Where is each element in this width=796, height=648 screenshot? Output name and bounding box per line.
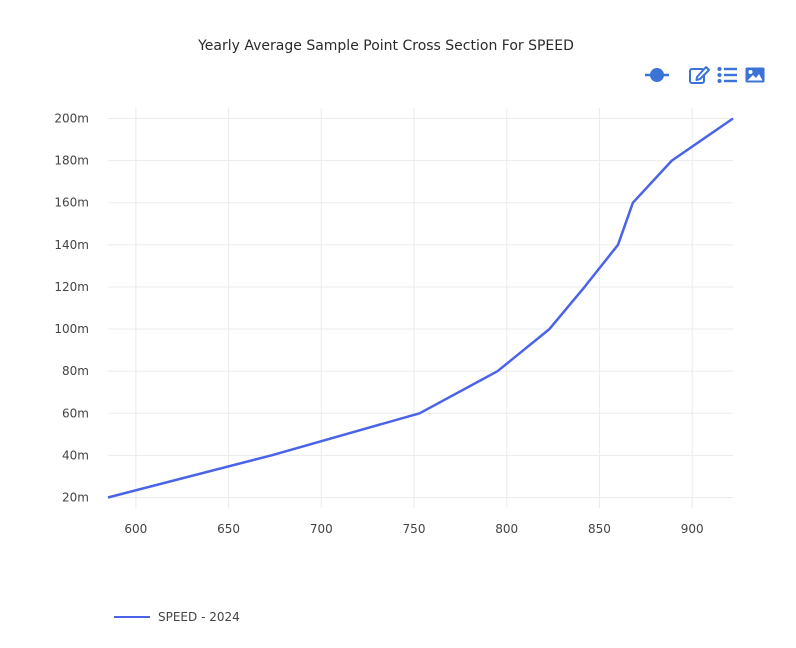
- series-line: [107, 117, 734, 499]
- chart-toolbar: [644, 64, 766, 86]
- y-tick-label: 200m: [54, 112, 89, 126]
- legend-line-swatch: [114, 616, 150, 618]
- y-tick-label: 120m: [54, 280, 89, 294]
- y-tick-label: 180m: [54, 154, 89, 168]
- y-tick-label: 60m: [62, 406, 89, 420]
- legend-item[interactable]: SPEED - 2024: [114, 610, 240, 624]
- x-tick-label: 900: [681, 522, 704, 536]
- y-tick-label: 80m: [62, 364, 89, 378]
- y-tick-label: 140m: [54, 238, 89, 252]
- y-tick-label: 40m: [62, 448, 89, 462]
- list-icon[interactable]: [716, 64, 738, 86]
- edit-icon[interactable]: [688, 64, 710, 86]
- image-icon[interactable]: [744, 64, 766, 86]
- line-marker-icon[interactable]: [644, 64, 670, 86]
- y-tick-label: 160m: [54, 196, 89, 210]
- x-tick-label: 650: [217, 522, 240, 536]
- y-tick-label: 20m: [62, 490, 89, 504]
- x-tick-label: 700: [310, 522, 333, 536]
- x-tick-label: 750: [403, 522, 426, 536]
- x-tick-label: 600: [124, 522, 147, 536]
- x-tick-label: 850: [588, 522, 611, 536]
- chart-title: Yearly Average Sample Point Cross Sectio…: [198, 38, 574, 54]
- x-tick-label: 800: [495, 522, 518, 536]
- y-tick-label: 100m: [54, 322, 89, 336]
- legend-label: SPEED - 2024: [158, 610, 240, 624]
